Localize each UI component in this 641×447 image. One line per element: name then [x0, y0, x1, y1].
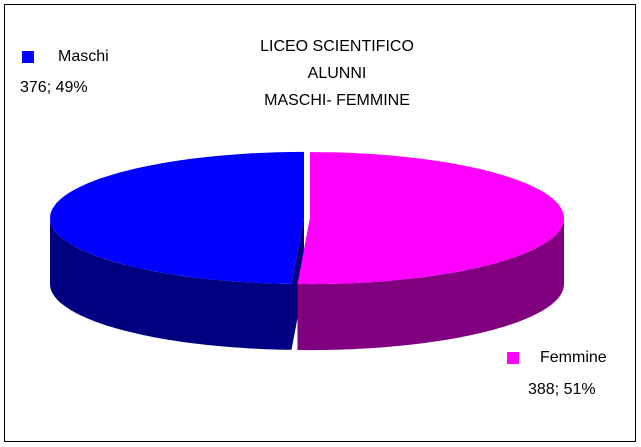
legend-swatch	[507, 352, 519, 364]
slice	[297, 152, 564, 285]
chart-title: LICEO SCIENTIFICO	[260, 38, 414, 55]
legend-swatch	[22, 51, 34, 63]
value-label: 376; 49%	[20, 79, 88, 96]
legend-label: Femmine	[540, 349, 607, 366]
chart-title: MASCHI- FEMMINE	[264, 92, 410, 109]
slice	[50, 151, 304, 284]
legend-label: Maschi	[58, 48, 109, 65]
value-label: 388; 51%	[528, 381, 596, 398]
slice-side	[50, 217, 292, 350]
chart-title: ALUNNI	[308, 65, 367, 82]
slice-side	[297, 218, 564, 351]
